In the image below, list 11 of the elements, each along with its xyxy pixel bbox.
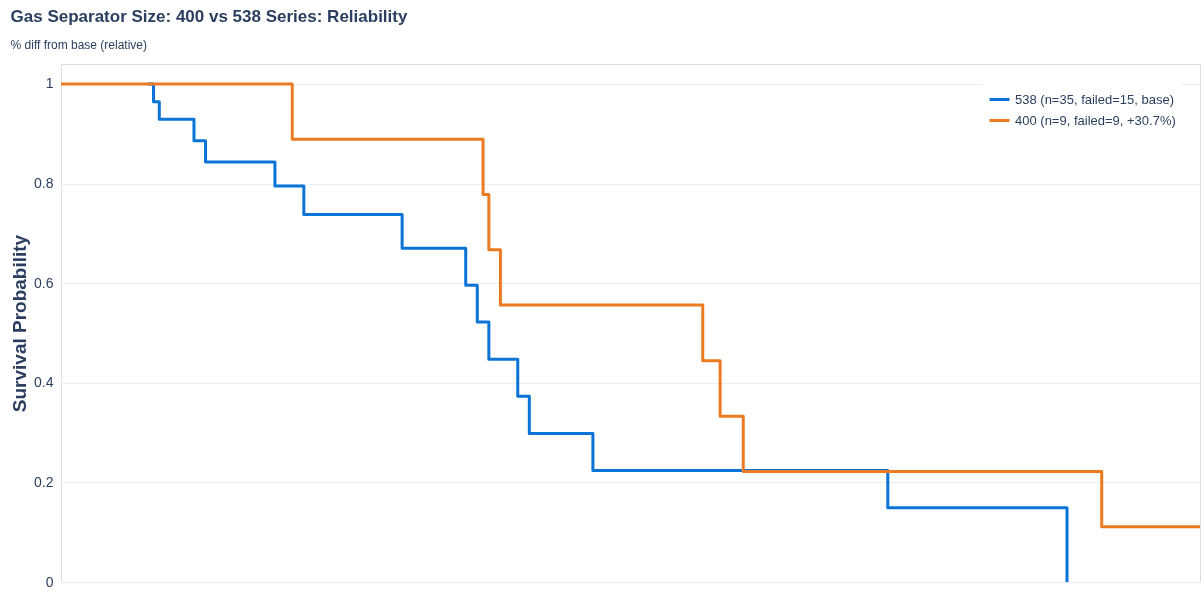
y-tick-label: 0.2 <box>34 473 54 490</box>
legend-label: 400 (n=9, failed=9, +30.7%) <box>1015 112 1176 128</box>
legend-label: 538 (n=35, failed=15, base) <box>1015 91 1175 107</box>
y-tick-label: 0.4 <box>34 374 54 391</box>
chart-subtitle: % diff from base (relative) <box>10 38 148 52</box>
y-tick-label: 0.8 <box>34 175 54 192</box>
y-tick-label: 0 <box>45 573 54 590</box>
y-axis-title: Survival Probability <box>9 234 31 413</box>
y-tick-label: 1 <box>45 75 54 92</box>
y-tick-label: 0.6 <box>34 274 54 291</box>
chart-title: Gas Separator Size: 400 vs 538 Series: Reliability <box>10 7 408 26</box>
